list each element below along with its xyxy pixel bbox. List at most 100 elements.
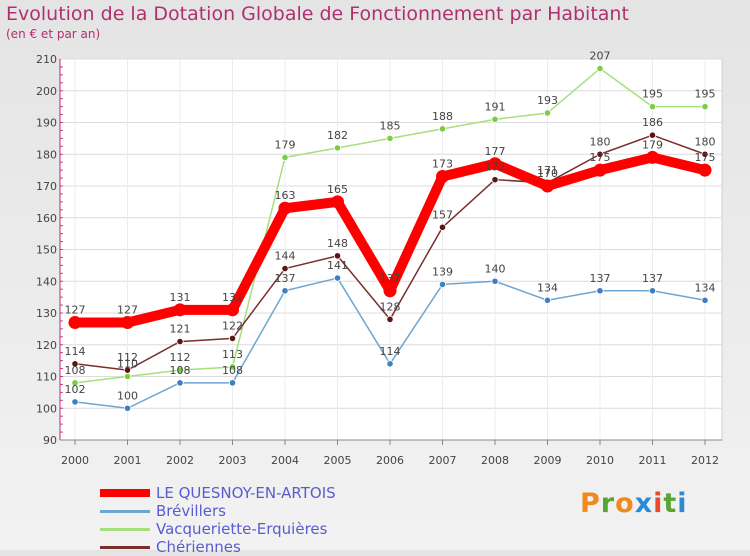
data-point [596, 287, 604, 295]
data-label: 112 [170, 351, 191, 364]
data-label: 195 [642, 88, 663, 101]
x-tick-label: 2008 [481, 454, 509, 467]
data-point [438, 125, 447, 133]
data-label: 113 [222, 348, 243, 361]
logo-letter: r [600, 488, 616, 519]
data-point [701, 103, 709, 111]
x-tick-label: 2004 [271, 454, 299, 467]
x-tick-label: 2011 [639, 454, 667, 467]
data-point [68, 316, 82, 330]
data-label: 112 [117, 351, 138, 364]
legend-swatch-brevillers [100, 509, 150, 513]
logo-letter: t [663, 488, 678, 519]
y-tick-label: 160 [36, 212, 57, 225]
data-label: 193 [537, 94, 558, 107]
data-point [123, 366, 132, 374]
y-tick-label: 120 [36, 339, 57, 352]
data-label: 141 [327, 259, 348, 272]
x-tick-label: 2001 [114, 454, 142, 467]
y-tick-label: 140 [36, 275, 57, 288]
data-label: 185 [380, 119, 401, 132]
data-label: 139 [432, 265, 453, 278]
data-label: 134 [537, 281, 558, 294]
y-tick-label: 90 [43, 434, 57, 447]
data-label: 144 [275, 250, 296, 263]
data-point [176, 366, 184, 374]
data-point [386, 134, 394, 142]
y-tick-label: 110 [36, 371, 57, 384]
data-label: 195 [695, 88, 716, 101]
data-point [543, 109, 552, 117]
legend-swatch-cheriennes [100, 545, 150, 549]
y-tick-label: 180 [36, 148, 57, 161]
legend-item-le-quesnoy: LE QUESNOY-EN-ARTOIS [100, 484, 336, 502]
data-point [333, 252, 342, 260]
data-label: 188 [432, 110, 453, 123]
y-tick-label: 210 [36, 53, 57, 66]
legend-label-brevillers: Brévillers [156, 502, 226, 520]
data-label: 131 [222, 291, 243, 304]
data-point [491, 115, 499, 123]
data-label: 108 [170, 364, 191, 377]
data-label: 175 [695, 151, 716, 164]
data-point [176, 337, 184, 346]
data-label: 148 [327, 237, 348, 250]
x-tick-label: 2006 [376, 454, 404, 467]
data-point [228, 363, 237, 371]
data-point [491, 277, 499, 285]
data-point [278, 201, 292, 215]
x-tick-label: 2012 [691, 454, 719, 467]
data-point [701, 296, 709, 304]
data-label: 134 [695, 281, 716, 294]
data-label: 137 [590, 272, 611, 285]
data-point [123, 372, 132, 381]
data-point [123, 404, 132, 412]
data-point [71, 398, 79, 406]
logo-letter: i [653, 488, 664, 519]
y-tick-label: 190 [36, 117, 57, 130]
data-label: 180 [590, 135, 611, 148]
x-tick-label: 2000 [61, 454, 89, 467]
data-label: 186 [642, 116, 663, 129]
legend-item-brevillers: Brévillers [100, 502, 336, 520]
data-label: 127 [117, 304, 138, 317]
data-label: 179 [642, 138, 663, 151]
data-point [593, 163, 607, 177]
data-point [596, 64, 604, 73]
data-label: 179 [275, 138, 296, 151]
y-tick-label: 130 [36, 307, 57, 320]
data-point [228, 379, 237, 387]
x-tick-label: 2002 [166, 454, 194, 467]
data-point [71, 379, 79, 387]
legend-item-cheriennes: Chériennes [100, 538, 336, 556]
data-point [226, 303, 239, 317]
data-point [701, 150, 709, 158]
data-label: 140 [485, 262, 506, 275]
data-point [121, 316, 134, 330]
data-label: 100 [117, 389, 138, 402]
y-tick-label: 170 [36, 180, 57, 193]
data-point [333, 144, 342, 152]
data-label: 121 [170, 323, 191, 336]
logo-letter: i [677, 488, 688, 519]
data-label: 177 [485, 145, 506, 158]
data-point [541, 179, 554, 193]
data-label: 114 [65, 345, 86, 358]
data-label: 170 [537, 167, 558, 180]
data-point [383, 284, 397, 298]
data-point [488, 157, 502, 171]
data-point [491, 176, 499, 184]
data-label: 131 [170, 291, 191, 304]
logo-letter: o [615, 488, 635, 519]
data-point [331, 195, 344, 209]
y-tick-label: 150 [36, 244, 57, 257]
data-label: 157 [432, 208, 453, 221]
data-point [646, 150, 659, 164]
data-point [281, 287, 289, 295]
x-tick-label: 2009 [534, 454, 562, 467]
legend: LE QUESNOY-EN-ARTOIS Brévillers Vacqueri… [100, 484, 336, 556]
data-label: 122 [222, 319, 243, 332]
data-point [386, 360, 394, 368]
legend-item-vacqueriette: Vacqueriette-Erquières [100, 520, 336, 538]
y-tick-label: 100 [36, 402, 57, 415]
